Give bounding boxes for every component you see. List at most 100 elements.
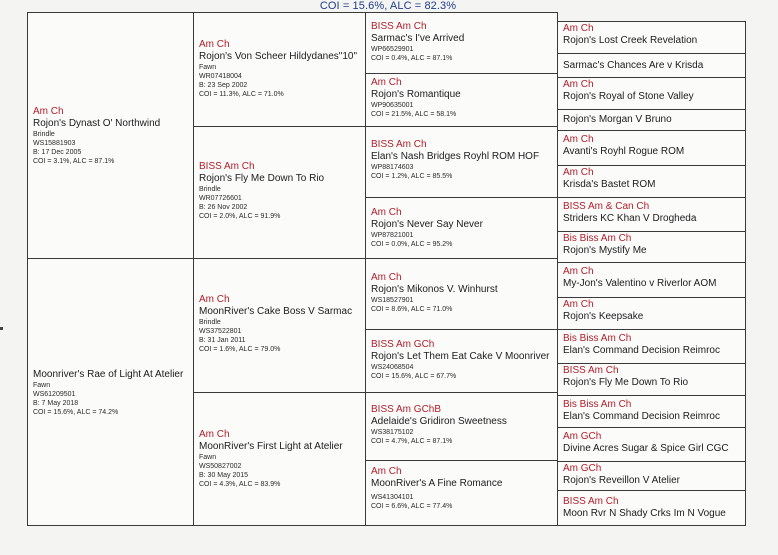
dam-birth-date: B: 7 May 2018 (33, 400, 79, 407)
ancestor-coi: COI = 0.0%, ALC = 95.2% (371, 241, 453, 248)
ancestor-registration: WS24068504 (371, 364, 414, 371)
gen3-ancestor-8: Am Ch MoonRiver's A Fine Romance WS41304… (365, 460, 558, 526)
gen4-ancestor-4: Rojon's Morgan V Bruno (557, 109, 746, 131)
dam-coi: COI = 15.6%, ALC = 74.2% (33, 409, 119, 416)
ancestor-name: Krisda's Bastet ROM (563, 179, 656, 190)
ancestor-color: Brindle (199, 319, 221, 326)
gen4-ancestor-14: Am GCh Divine Acres Sugar & Spice Girl C… (557, 427, 746, 462)
ancestor-title: Am Ch (563, 79, 594, 90)
gen4-ancestor-9: Am Ch My-Jon's Valentino v Riverlor AOM (557, 262, 746, 298)
gen2-ancestor-1: Am Ch Rojon's Von Scheer Hildydanes"10" … (193, 12, 366, 127)
ancestor-title: Am Ch (563, 266, 594, 277)
sire-birth-date: B: 17 Dec 2005 (33, 149, 82, 156)
ancestor-name: Rojon's Keepsake (563, 311, 644, 322)
gen3-ancestor-5: Am Ch Rojon's Mikonos V. Winhurst WS1852… (365, 258, 558, 330)
gen4-ancestor-10: Am Ch Rojon's Keepsake (557, 297, 746, 330)
pedigree-coi-summary: COI = 15.6%, ALC = 82.3% (319, 0, 457, 12)
ancestor-name: Adelaide's Gridiron Sweetness (371, 416, 507, 427)
ancestor-name: Rojon's Let Them Eat Cake V Moonriver (371, 351, 550, 362)
ancestor-name: Rojon's Mikonos V. Winhurst (371, 284, 498, 295)
gen2-ancestor-3: Am Ch MoonRiver's Cake Boss V Sarmac Bri… (193, 258, 366, 393)
ancestor-color: Fawn (199, 454, 217, 461)
dam-name: Moonriver's Rae of Light At Atelier (33, 369, 184, 380)
ancestor-name: Avanti's Royhl Rogue ROM (563, 146, 685, 157)
ancestor-name: Moon Rvr N Shady Crks Im N Vogue (563, 508, 726, 519)
ancestor-registration: WP90635001 (371, 102, 414, 109)
ancestor-title: Am Ch (563, 134, 594, 145)
gen4-ancestor-3: Am Ch Rojon's Royal of Stone Valley (557, 77, 746, 110)
gen4-ancestor-8: Bis Biss Am Ch Rojon's Mystify Me (557, 231, 746, 263)
ancestor-registration: WR07418004 (199, 73, 242, 80)
ancestor-name: Sarmac's I've Arrived (371, 33, 465, 44)
ancestor-registration: WS37522801 (199, 328, 242, 335)
ancestor-title: Am Ch (371, 207, 402, 218)
ancestor-registration: WS38175102 (371, 429, 414, 436)
ancestor-name: Striders KC Khan V Drogheda (563, 213, 697, 224)
ancestor-name: Elan's Command Decision Reimroc (563, 345, 720, 356)
ancestor-title: BISS Am Ch (199, 161, 255, 172)
ancestor-title: Am GCh (563, 431, 602, 442)
ancestor-name: Elan's Nash Bridges Royhl ROM HOF (371, 151, 540, 162)
ancestor-name: Rojon's Morgan V Bruno (563, 114, 672, 125)
gen4-ancestor-15: Am GCh Rojon's Reveillon V Atelier (557, 461, 746, 491)
gen4-ancestor-12: BISS Am Ch Rojon's Fly Me Down To Rio (557, 363, 746, 396)
ancestor-title: Bis Biss Am Ch (563, 233, 632, 244)
gen4-ancestor-1: Am Ch Rojon's Lost Creek Revelation (557, 21, 746, 54)
ancestor-name: Rojon's Fly Me Down To Rio (199, 173, 325, 184)
ancestor-title: Am Ch (563, 23, 594, 34)
ancestor-birth-date: B: 23 Sep 2002 (199, 82, 248, 89)
ancestor-title: BISS Am Ch (563, 496, 619, 507)
ancestor-title: Bis Biss Am Ch (563, 333, 632, 344)
ancestor-coi: COI = 15.6%, ALC = 67.7% (371, 373, 457, 380)
ancestor-coi: COI = 1.2%, ALC = 85.5% (371, 173, 453, 180)
ancestor-coi: COI = 2.0%, ALC = 91.9% (199, 213, 281, 220)
sire-color: Brindle (33, 131, 55, 138)
sire-registration: WS15881903 (33, 140, 76, 147)
ancestor-birth-date: B: 31 Jan 2011 (199, 337, 246, 344)
ancestor-birth-date: B: 26 Nov 2002 (199, 204, 248, 211)
ancestor-title: BISS Am Ch (563, 365, 619, 376)
ancestor-name: Rojon's Reveillon V Atelier (563, 475, 680, 486)
dam-cell: Moonriver's Rae of Light At Atelier Fawn… (27, 258, 194, 526)
gen3-ancestor-3: BISS Am Ch Elan's Nash Bridges Royhl ROM… (365, 126, 558, 198)
dam-color: Fawn (33, 382, 51, 389)
ancestor-coi: COI = 4.3%, ALC = 83.9% (199, 481, 281, 488)
ancestor-name: Rojon's Never Say Never (371, 219, 483, 230)
sire-coi: COI = 3.1%, ALC = 87.1% (33, 158, 115, 165)
ancestor-registration: WS41304101 (371, 494, 414, 501)
ancestor-name: Divine Acres Sugar & Spice Girl CGC (563, 443, 729, 454)
ancestor-title: BISS Am & Can Ch (563, 201, 650, 212)
gen4-ancestor-7: BISS Am & Can Ch Striders KC Khan V Drog… (557, 197, 746, 232)
gen4-ancestor-13: Bis Biss Am Ch Elan's Command Decision R… (557, 395, 746, 428)
gen3-ancestor-7: BISS Am GChB Adelaide's Gridiron Sweetne… (365, 392, 558, 461)
ancestor-name: MoonRiver's First Light at Atelier (199, 441, 343, 452)
ancestor-coi: COI = 8.6%, ALC = 71.0% (371, 306, 453, 313)
sire-title: Am Ch (33, 106, 64, 117)
ancestor-coi: COI = 1.6%, ALC = 79.0% (199, 346, 281, 353)
ancestor-title: Am Ch (563, 167, 594, 178)
ancestor-birth-date: B: 30 May 2015 (199, 472, 249, 479)
sire-cell: Am Ch Rojon's Dynast O' Northwind Brindl… (27, 12, 194, 259)
ancestor-title: Am Ch (371, 466, 402, 477)
ancestor-color: Brindle (199, 186, 221, 193)
ancestor-title: Bis Biss Am Ch (563, 399, 632, 410)
ancestor-title: Am Ch (371, 272, 402, 283)
ancestor-title: BISS Am GChB (371, 404, 442, 415)
gen4-ancestor-6: Am Ch Krisda's Bastet ROM (557, 165, 746, 198)
ancestor-title: Am Ch (199, 39, 230, 50)
ancestor-registration: WP66529901 (371, 46, 414, 53)
ancestor-registration: WS50827002 (199, 463, 242, 470)
ancestor-name: My-Jon's Valentino v Riverlor AOM (563, 278, 717, 289)
gen3-ancestor-2: Am Ch Rojon's Romantique WP90635001 COI … (365, 73, 558, 127)
ancestor-coi: COI = 0.4%, ALC = 87.1% (371, 55, 453, 62)
gen3-ancestor-6: BISS Am GCh Rojon's Let Them Eat Cake V … (365, 329, 558, 393)
gen4-ancestor-16: BISS Am Ch Moon Rvr N Shady Crks Im N Vo… (557, 490, 746, 526)
gen4-ancestor-11: Bis Biss Am Ch Elan's Command Decision R… (557, 329, 746, 364)
gen2-ancestor-2: BISS Am Ch Rojon's Fly Me Down To Rio Br… (193, 126, 366, 259)
ancestor-coi: COI = 6.6%, ALC = 77.4% (371, 503, 453, 510)
ancestor-name: Rojon's Von Scheer Hildydanes"10" (199, 51, 357, 62)
ancestor-registration: WP88174603 (371, 164, 414, 171)
ancestor-title: BISS Am Ch (371, 21, 427, 32)
dam-registration: WS61209501 (33, 391, 76, 398)
